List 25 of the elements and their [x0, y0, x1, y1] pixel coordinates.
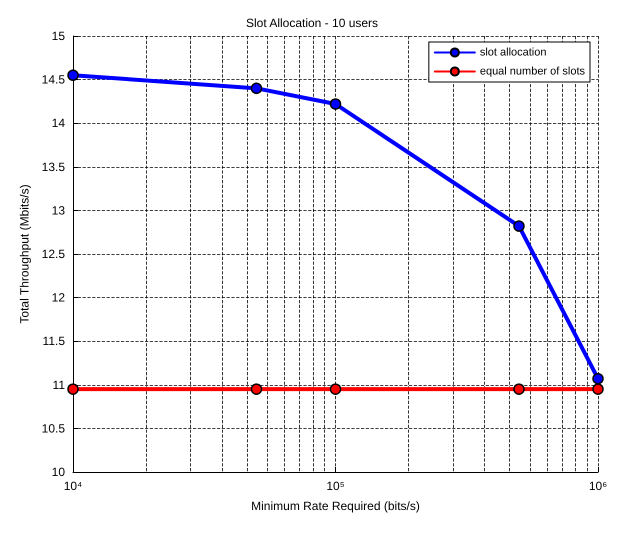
legend-label: slot allocation [480, 46, 546, 58]
x-tick-label: 10⁵ [326, 479, 345, 493]
point [330, 383, 342, 395]
y-tick-label: 14 [52, 116, 66, 130]
point [330, 98, 342, 110]
y-tick-label: 13.5 [42, 160, 66, 174]
point [592, 372, 604, 384]
y-tick-label: 10.5 [42, 421, 66, 436]
x-axis-title: Minimum Rate Required (bits/s) [251, 499, 420, 513]
point [592, 383, 604, 395]
y-axis-title: Total Throughput (Mbits/s) [18, 184, 32, 324]
y-tick-label: 10 [52, 465, 66, 479]
y-tick-label: 12.5 [42, 247, 66, 261]
y-tick-label: 12 [52, 290, 66, 305]
x-tick-label: 10⁶ [588, 479, 608, 493]
x-tick-label: 10⁴ [64, 479, 82, 493]
y-tick-label: 11.5 [42, 334, 66, 348]
point [67, 383, 79, 395]
legend-label: equal number of slots [480, 66, 586, 78]
y-tick-label: 14.5 [42, 72, 66, 87]
point [67, 69, 79, 81]
y-tick-label: 15 [52, 29, 66, 43]
y-tick-label: 13 [52, 203, 66, 218]
y-tick-label: 11 [52, 378, 66, 392]
chart-title: Slot Allocation - 10 users [246, 16, 378, 30]
